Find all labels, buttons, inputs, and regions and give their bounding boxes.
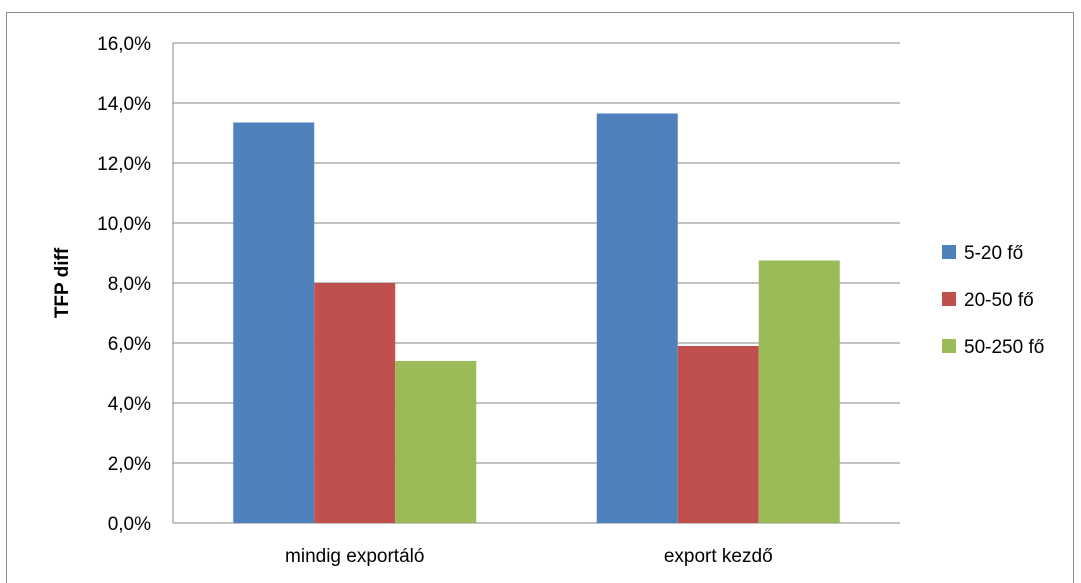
bar bbox=[314, 283, 396, 523]
bar bbox=[758, 260, 840, 523]
y-tick-label: 16,0% bbox=[97, 34, 151, 55]
y-axis-label: TFP diff bbox=[52, 247, 73, 318]
x-tick-labels: mindig exportáló export kezdő bbox=[285, 546, 773, 567]
y-tick-label: 2,0% bbox=[108, 454, 151, 475]
x-tick-label: export kezdő bbox=[664, 546, 773, 567]
y-tick-label: 8,0% bbox=[108, 274, 151, 295]
bars bbox=[233, 113, 840, 523]
y-tick-label: 10,0% bbox=[97, 214, 151, 235]
legend-label: 50-250 fő bbox=[964, 337, 1044, 358]
bar bbox=[233, 122, 315, 523]
y-tick-label: 6,0% bbox=[108, 334, 151, 355]
y-tick-label: 4,0% bbox=[108, 394, 151, 415]
bar bbox=[677, 346, 759, 523]
legend-label: 20-50 fő bbox=[964, 290, 1034, 311]
y-tick-label: 0,0% bbox=[108, 514, 151, 535]
legend: 5-20 fő 20-50 fő 50-250 fő bbox=[942, 243, 1044, 358]
bar bbox=[395, 361, 477, 523]
legend-swatch bbox=[942, 292, 956, 306]
y-tick-label: 12,0% bbox=[97, 154, 151, 175]
y-tick-labels: 0,0% 2,0% 4,0% 6,0% 8,0% 10,0% 12,0% 14,0% 16,0% bbox=[97, 34, 151, 535]
legend-label: 5-20 fő bbox=[964, 243, 1023, 264]
legend-swatch bbox=[942, 245, 956, 259]
chart-frame bbox=[6, 12, 1074, 583]
bar bbox=[596, 113, 678, 523]
y-tick-label: 14,0% bbox=[97, 94, 151, 115]
legend-swatch bbox=[942, 339, 956, 353]
x-tick-label: mindig exportáló bbox=[285, 546, 424, 567]
